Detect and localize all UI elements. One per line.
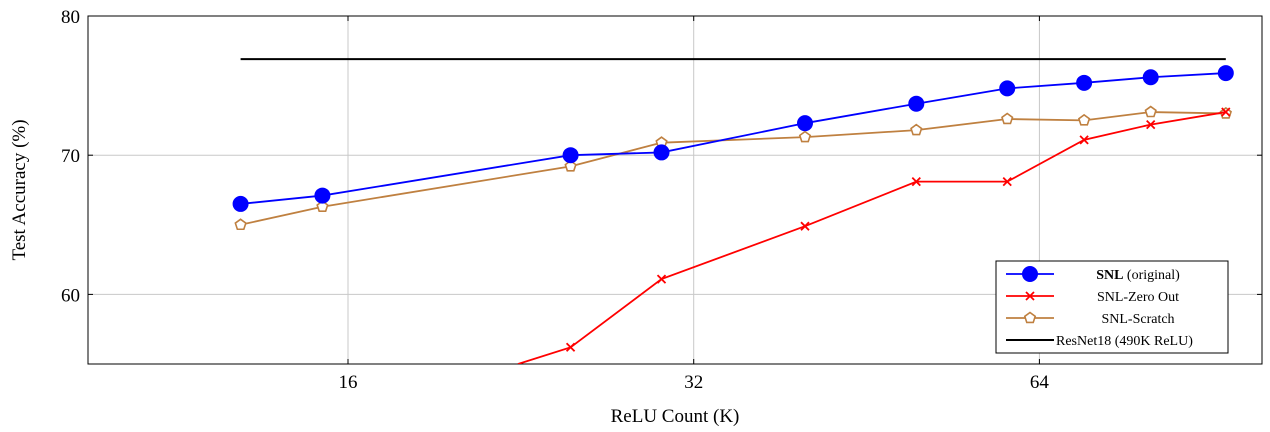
legend-marker bbox=[1023, 311, 1037, 324]
data-point-snl-scratch bbox=[564, 159, 577, 172]
data-point-snl bbox=[1217, 65, 1234, 82]
x-marker-stroke bbox=[1002, 177, 1012, 187]
x-marker-stroke bbox=[656, 274, 667, 284]
x-tick-label: 64 bbox=[1030, 372, 1050, 393]
data-point-snl bbox=[562, 147, 579, 164]
legend-marker bbox=[1025, 291, 1035, 301]
y-tick-label: 60 bbox=[61, 285, 80, 306]
data-point-snl-zero-out bbox=[1146, 119, 1156, 130]
x-tick-label: 32 bbox=[684, 372, 703, 393]
legend: SNL (original) SNL-Zero Out SNL-Scratch Res… bbox=[995, 260, 1229, 354]
data-point-snl-scratch bbox=[234, 218, 247, 231]
data-point-snl bbox=[653, 144, 670, 161]
data-point-snl-zero-out bbox=[911, 177, 921, 187]
x-marker-stroke bbox=[1025, 291, 1035, 301]
series-snl bbox=[232, 65, 1234, 212]
data-point-snl bbox=[232, 195, 249, 212]
series-line-snl-scratch bbox=[240, 111, 1226, 226]
data-point-snl-scratch bbox=[798, 130, 812, 143]
data-point-snl bbox=[314, 187, 331, 204]
x-marker-stroke bbox=[565, 342, 576, 352]
x-axis-label: ReLU Count (K) bbox=[611, 406, 740, 427]
data-point-snl-scratch bbox=[316, 200, 329, 212]
series-lines bbox=[232, 58, 1234, 364]
data-point-snl bbox=[999, 80, 1016, 97]
x-marker-stroke bbox=[1146, 119, 1156, 130]
data-point-snl-zero-out bbox=[1002, 177, 1012, 187]
legend-label-bold: SNL bbox=[1096, 268, 1123, 283]
data-point-snl bbox=[908, 95, 925, 112]
data-point-snl bbox=[796, 115, 813, 132]
data-point-snl-scratch bbox=[1144, 105, 1157, 118]
data-point-snl-scratch bbox=[1001, 112, 1014, 125]
x-tick-label: 16 bbox=[338, 372, 357, 393]
axis-ticks: 16 32 64 60 70 80 bbox=[61, 7, 1262, 393]
data-point-snl-zero-out bbox=[1221, 107, 1231, 117]
plot-area-frame bbox=[87, 15, 1263, 365]
data-point-snl-zero-out bbox=[656, 274, 667, 284]
x-marker-stroke bbox=[1079, 135, 1089, 145]
legend-label: SNL-Scratch bbox=[1101, 312, 1174, 327]
x-marker-stroke bbox=[800, 221, 810, 231]
legend-label: ResNet18 (490K ReLU) bbox=[1056, 334, 1193, 349]
y-tick-label: 70 bbox=[61, 146, 80, 167]
y-tick-label: 80 bbox=[61, 7, 80, 28]
data-point-snl-scratch bbox=[910, 123, 923, 136]
legend-entry: SNL (original) bbox=[1006, 266, 1180, 283]
x-marker-stroke bbox=[1221, 107, 1231, 117]
data-point-snl-scratch bbox=[1077, 113, 1091, 126]
data-point-snl bbox=[1076, 74, 1093, 91]
data-point-snl-zero-out bbox=[800, 221, 810, 231]
series-line-snl bbox=[240, 72, 1226, 205]
series-snl-scratch bbox=[234, 105, 1232, 231]
data-point-snl bbox=[1142, 69, 1159, 86]
legend-entry: SNL-Zero Out bbox=[1006, 290, 1179, 305]
legend-label-suffix: (original) bbox=[1123, 268, 1180, 283]
x-marker-stroke bbox=[911, 177, 921, 187]
legend-marker bbox=[1022, 266, 1038, 282]
legend-label: SNL-Zero Out bbox=[1097, 290, 1179, 305]
y-axis-label: Test Accuracy (%) bbox=[9, 119, 30, 260]
legend-entry: ResNet18 (490K ReLU) bbox=[1006, 334, 1193, 349]
series-snl-zero-out bbox=[517, 107, 1231, 364]
data-point-snl-zero-out bbox=[565, 342, 576, 352]
legend-label: SNL (original) bbox=[1096, 268, 1180, 283]
legend-entry: SNL-Scratch bbox=[1006, 311, 1175, 327]
data-point-snl-zero-out bbox=[1079, 135, 1089, 145]
